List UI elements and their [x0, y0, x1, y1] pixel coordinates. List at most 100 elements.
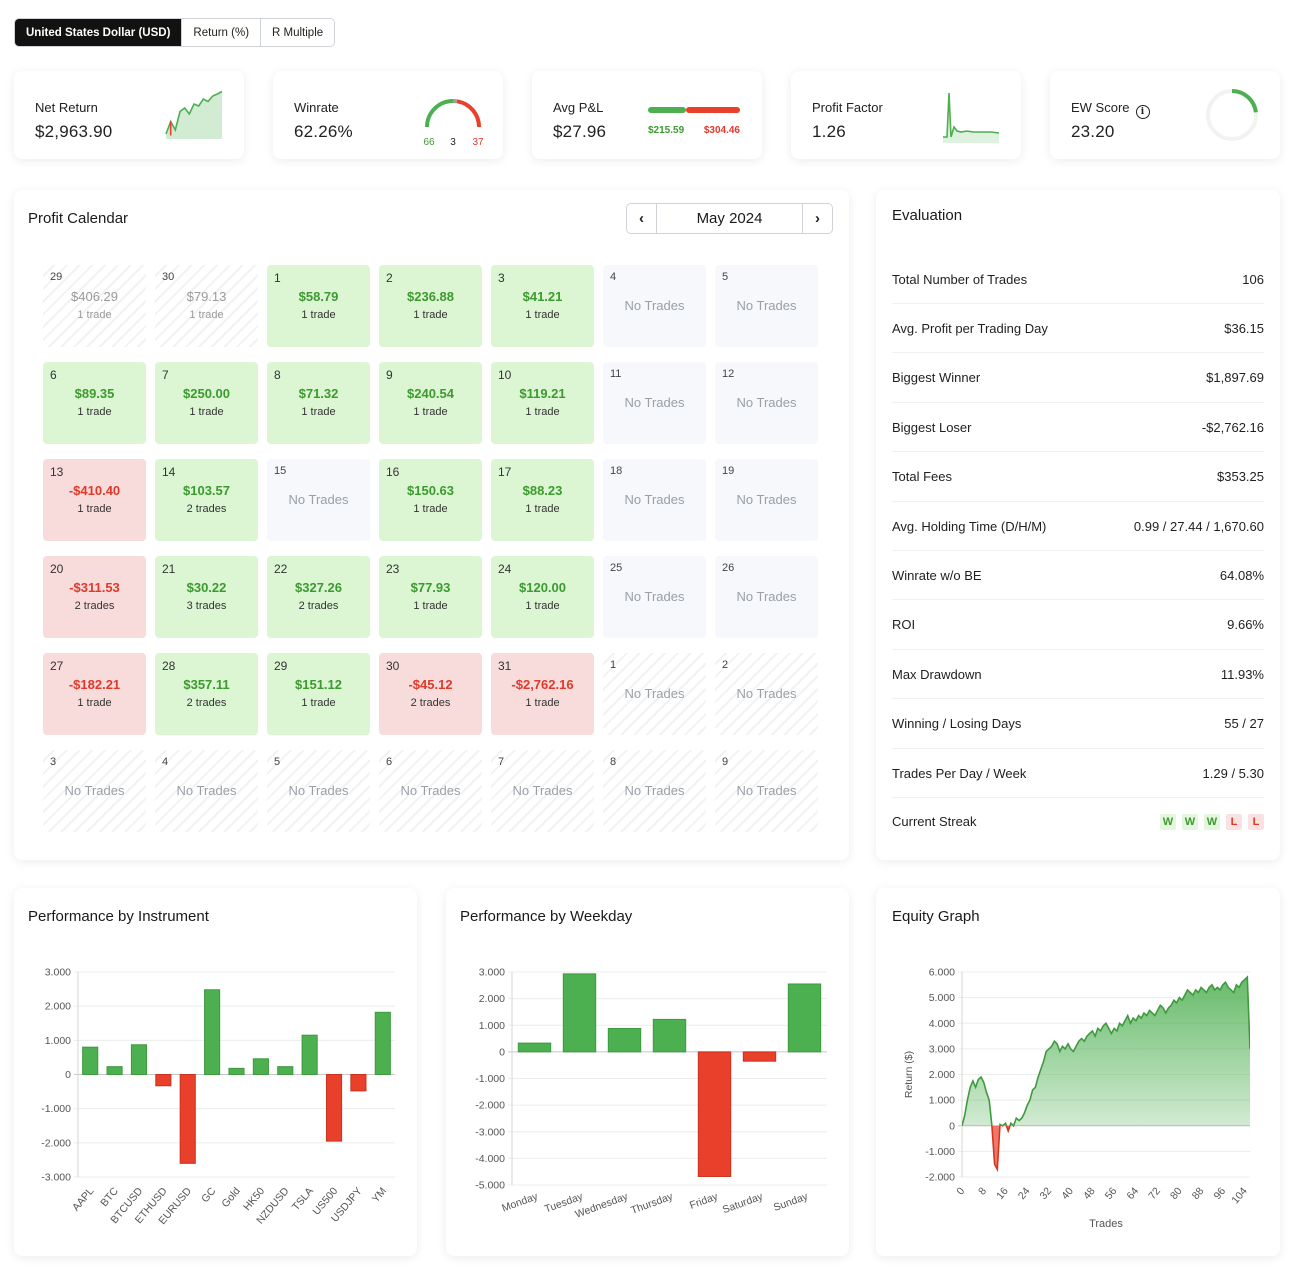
calendar-day[interactable]: 10 $119.21 1 trade — [491, 362, 594, 444]
calendar-day[interactable]: 2 $236.88 1 trade — [379, 265, 482, 347]
calendar-day[interactable]: 25 No Trades — [603, 556, 706, 638]
toggle-return-percent[interactable]: Return (%) — [181, 19, 261, 46]
day-number: 9 — [722, 756, 729, 768]
calendar-day[interactable]: 27 -$182.21 1 trade — [43, 653, 146, 735]
calendar-day[interactable]: 8 $71.32 1 trade — [267, 362, 370, 444]
profit-calendar-card: Profit Calendar ‹ May 2024 › 29 $406.29 1 … — [14, 190, 849, 860]
x-tick-label: 24 — [1016, 1185, 1033, 1202]
calendar-day[interactable]: 6 $89.35 1 trade — [43, 362, 146, 444]
x-tick-label: 96 — [1211, 1185, 1228, 1202]
bar-btcusd[interactable] — [130, 1044, 148, 1075]
evaluation-value: 64.08% — [1219, 567, 1264, 583]
calendar-day[interactable]: 7 No Trades — [491, 750, 594, 832]
calendar-day[interactable]: 3 $41.21 1 trade — [491, 265, 594, 347]
calendar-day[interactable]: 14 $103.57 2 trades — [155, 459, 258, 541]
calendar-day[interactable]: 2 No Trades — [715, 653, 818, 735]
bar-sunday[interactable] — [787, 983, 822, 1053]
calendar-day[interactable]: 18 No Trades — [603, 459, 706, 541]
bar-gold[interactable] — [228, 1067, 245, 1076]
calendar-day[interactable]: 6 No Trades — [379, 750, 482, 832]
calendar-day[interactable]: 15 No Trades — [267, 459, 370, 541]
calendar-day[interactable]: 16 $150.63 1 trade — [379, 459, 482, 541]
evaluation-value: $36.15 — [1224, 320, 1264, 336]
bar-hk50[interactable] — [252, 1058, 269, 1076]
day-number: 4 — [610, 271, 617, 283]
calendar-day[interactable]: 3 No Trades — [43, 750, 146, 832]
bar-saturday[interactable] — [742, 1051, 777, 1062]
day-pnl: $30.22 — [186, 580, 227, 595]
calendar-day[interactable]: 4 No Trades — [603, 265, 706, 347]
calendar-day[interactable]: 28 $357.11 2 trades — [155, 653, 258, 735]
calendar-day[interactable]: 26 No Trades — [715, 556, 818, 638]
ew-score-label: EW Score i — [1071, 100, 1150, 119]
calendar-day[interactable]: 21 $30.22 3 trades — [155, 556, 258, 638]
bar-tsla[interactable] — [301, 1034, 318, 1075]
day-number: 5 — [722, 271, 729, 283]
calendar-day[interactable]: 24 $120.00 1 trade — [491, 556, 594, 638]
calendar-day[interactable]: 29 $151.12 1 trade — [267, 653, 370, 735]
bar-nzdusd[interactable] — [277, 1066, 294, 1075]
calendar-day[interactable]: 30 -$45.12 2 trades — [379, 653, 482, 735]
evaluation-label: Winrate w/o BE — [892, 567, 982, 583]
calendar-day[interactable]: 5 No Trades — [267, 750, 370, 832]
calendar-day[interactable]: 1 No Trades — [603, 653, 706, 735]
bar-wednesday[interactable] — [607, 1027, 642, 1053]
calendar-day[interactable]: 29 $406.29 1 trade — [43, 265, 146, 347]
streak-loss-badge: L — [1248, 813, 1264, 830]
currency-toggle: United States Dollar (USD) Return (%) R … — [14, 18, 336, 47]
day-number: 8 — [274, 368, 281, 382]
bar-friday[interactable] — [697, 1051, 732, 1177]
calendar-day[interactable]: 31 -$2,762.16 1 trade — [491, 653, 594, 735]
y-tick-label: 1.000 — [45, 1035, 71, 1047]
toggle-usd[interactable]: United States Dollar (USD) — [15, 19, 182, 46]
calendar-day[interactable]: 22 $327.26 2 trades — [267, 556, 370, 638]
calendar-day[interactable]: 8 No Trades — [603, 750, 706, 832]
calendar-day[interactable]: 13 -$410.40 1 trade — [43, 459, 146, 541]
bar-ethusd[interactable] — [155, 1074, 172, 1087]
day-trade-count: 1 trade — [301, 697, 336, 709]
day-number: 13 — [50, 465, 64, 479]
winrate-label: Winrate — [294, 100, 339, 115]
day-number: 4 — [162, 756, 169, 768]
avg-win-bar — [648, 107, 686, 113]
bar-usdjpy[interactable] — [350, 1074, 367, 1092]
y-tick-label: -5.000 — [475, 1180, 505, 1192]
no-trades-label: No Trades — [400, 783, 461, 798]
evaluation-value: 0.99 / 27.44 / 1,670.60 — [1133, 518, 1264, 534]
calendar-day[interactable]: 30 $79.13 1 trade — [155, 265, 258, 347]
weekday-bar-chart: 3.000 2.000 1.000 0 -1.000 -2.000 -3.000 -4.000… — [475, 967, 827, 1221]
no-trades-label: No Trades — [624, 395, 685, 410]
bar-btc[interactable] — [106, 1066, 123, 1075]
bar-eurusd[interactable] — [179, 1074, 196, 1164]
calendar-day[interactable]: 19 No Trades — [715, 459, 818, 541]
y-tick-label: 0 — [499, 1046, 505, 1058]
bar-aapl[interactable] — [82, 1046, 99, 1076]
calendar-day[interactable]: 7 $250.00 1 trade — [155, 362, 258, 444]
day-pnl: $240.54 — [407, 386, 454, 401]
bar-ym[interactable] — [374, 1011, 391, 1075]
evaluation-label: Total Number of Trades — [892, 271, 1028, 287]
x-axis-label: Trades — [1089, 1218, 1123, 1230]
bar-gc[interactable] — [204, 989, 221, 1075]
calendar-day[interactable]: 17 $88.23 1 trade — [491, 459, 594, 541]
calendar-day[interactable]: 12 No Trades — [715, 362, 818, 444]
calendar-day[interactable]: 9 $240.54 1 trade — [379, 362, 482, 444]
calendar-day[interactable]: 9 No Trades — [715, 750, 818, 832]
info-icon[interactable]: i — [1135, 105, 1150, 119]
day-pnl: $250.00 — [183, 386, 230, 401]
calendar-day[interactable]: 1 $58.79 1 trade — [267, 265, 370, 347]
bar-tuesday[interactable] — [562, 973, 597, 1053]
toggle-r-multiple[interactable]: R Multiple — [260, 19, 335, 46]
chevron-left-icon[interactable]: ‹ — [627, 204, 657, 233]
chevron-right-icon[interactable]: › — [802, 204, 832, 233]
bar-thursday[interactable] — [652, 1018, 687, 1053]
calendar-day[interactable]: 20 -$311.53 2 trades — [43, 556, 146, 638]
equity-graph-card: Equity Graph 6.000 5.000 4.000 3.000 2.000 1.… — [876, 888, 1280, 1256]
calendar-day[interactable]: 4 No Trades — [155, 750, 258, 832]
bar-us500[interactable] — [325, 1074, 343, 1142]
calendar-day[interactable]: 5 No Trades — [715, 265, 818, 347]
calendar-day[interactable]: 11 No Trades — [603, 362, 706, 444]
evaluation-card: Evaluation Total Number of Trades 106 Avg.… — [876, 190, 1280, 860]
calendar-day[interactable]: 23 $77.93 1 trade — [379, 556, 482, 638]
bar-monday[interactable] — [517, 1042, 552, 1053]
